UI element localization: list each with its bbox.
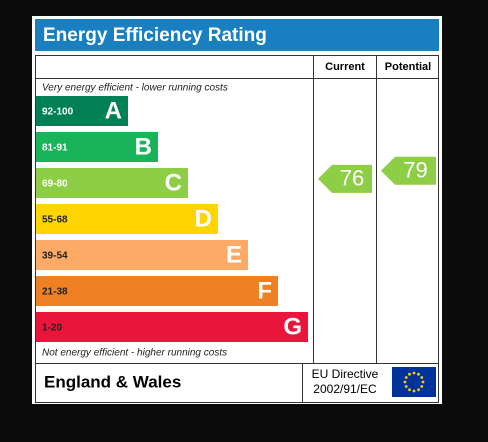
star <box>408 372 411 376</box>
star <box>417 388 420 392</box>
band-range: 69-80 <box>42 179 68 190</box>
frame <box>35 55 439 403</box>
rating-arrow <box>318 164 372 193</box>
title: Energy Efficiency Rating <box>43 25 267 46</box>
band-range: 55-68 <box>42 215 68 226</box>
region: England & Wales <box>44 372 181 391</box>
band-range: 92-100 <box>42 107 74 118</box>
current-header: Current <box>325 61 365 73</box>
star <box>412 389 416 393</box>
star <box>403 380 407 384</box>
top-note: Very energy efficient - lower running co… <box>42 83 228 94</box>
band-range: 81-91 <box>42 143 68 154</box>
band-letter: B <box>135 133 152 160</box>
band <box>36 96 128 126</box>
band-range: 1-20 <box>42 323 62 334</box>
star <box>420 376 424 379</box>
band-range: 39-54 <box>42 251 68 262</box>
band <box>36 240 248 270</box>
band <box>36 168 188 198</box>
title-bar <box>35 19 439 51</box>
directive: EU Directive <box>312 367 379 381</box>
rating-value: 79 <box>403 158 427 183</box>
band-range: 21-38 <box>42 287 68 298</box>
star <box>421 380 425 384</box>
band <box>36 204 218 234</box>
eu-stars <box>403 371 425 393</box>
eu-flag <box>392 367 436 397</box>
star <box>404 385 408 388</box>
star <box>412 371 416 375</box>
band <box>36 276 278 306</box>
rating-value: 76 <box>340 166 364 191</box>
directive: 2002/91/EC <box>313 382 377 396</box>
band <box>36 312 308 342</box>
potential-header: Potential <box>385 61 431 73</box>
band-letter: E <box>226 241 242 268</box>
band-letter: D <box>195 205 212 232</box>
band-letter: G <box>283 313 302 340</box>
band <box>36 132 158 162</box>
band-letter: A <box>105 97 122 124</box>
star <box>420 385 424 388</box>
star <box>408 388 411 392</box>
star <box>417 372 420 376</box>
star <box>404 376 408 379</box>
band-letter: C <box>165 169 182 196</box>
band-letter: F <box>257 277 272 304</box>
rating-arrow <box>381 156 436 185</box>
bottom-note: Not energy efficient - higher running co… <box>42 348 227 359</box>
